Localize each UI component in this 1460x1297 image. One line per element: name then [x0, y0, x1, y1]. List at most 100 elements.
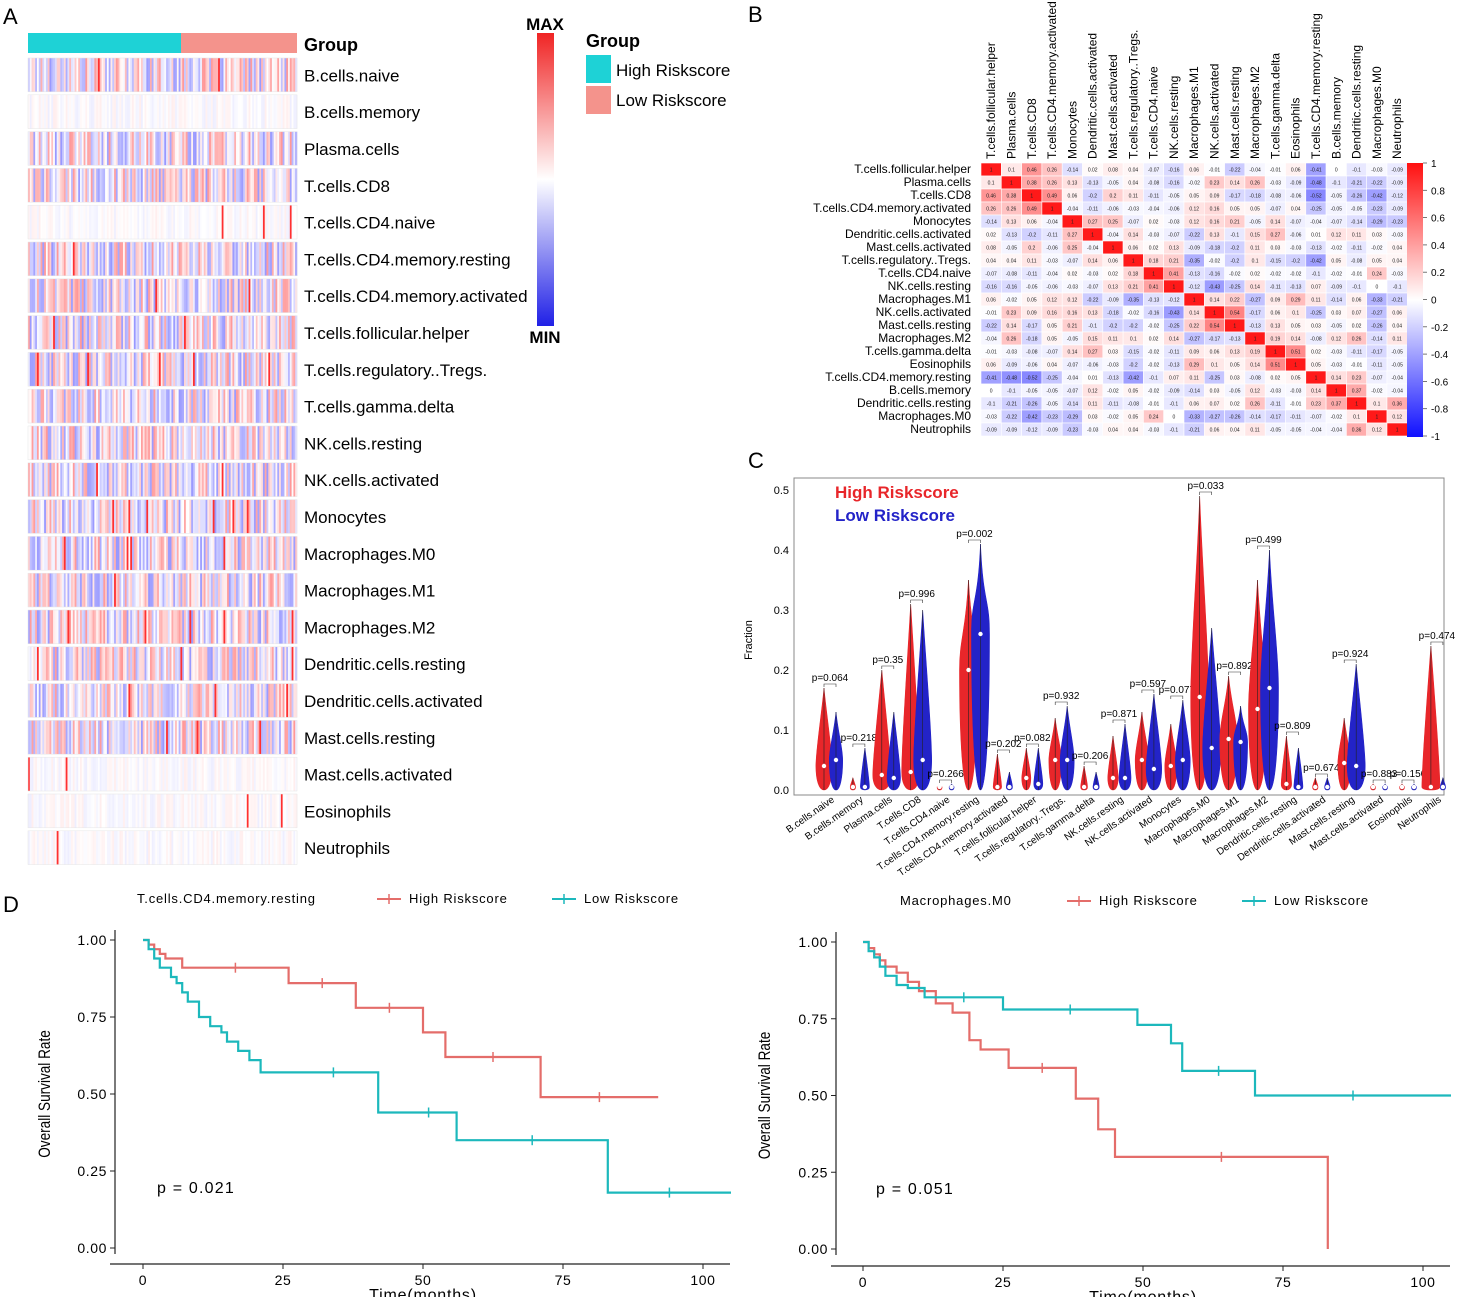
heatmap-cell: [146, 830, 149, 865]
heatmap-cell: [148, 573, 151, 607]
heatmap-cell: [29, 205, 32, 239]
correlation-value: -0.02: [1371, 389, 1383, 395]
heatmap-cell: [29, 830, 32, 865]
heatmap-cell: [180, 131, 183, 166]
heatmap-cell: [252, 794, 255, 828]
heatmap-cell: [212, 646, 215, 681]
heatmap-cell: [88, 242, 92, 276]
heatmap-cell: [289, 426, 292, 460]
heatmap-cell: [117, 573, 120, 607]
heatmap-cell: [139, 646, 142, 681]
heatmap-cell: [230, 94, 233, 129]
heatmap-cell: [47, 646, 50, 681]
heatmap-cell: [244, 610, 248, 644]
heatmap-cell: [74, 646, 77, 681]
heatmap-cell: [277, 683, 280, 718]
correlation-value: -0.2: [1129, 324, 1138, 330]
heatmap-cell: [137, 573, 140, 607]
heatmap-cell: [135, 58, 138, 92]
heatmap-cell: [69, 536, 72, 571]
heatmap-cell: [221, 315, 224, 350]
heatmap-cell: [173, 242, 176, 276]
heatmap-cell: [191, 610, 194, 644]
heatmap-cell: [42, 462, 45, 497]
heatmap-cell: [155, 205, 158, 239]
heatmap-cell: [83, 794, 86, 828]
heatmap-cell: [253, 242, 257, 276]
heatmap-cell: [279, 58, 282, 92]
heatmap-cell: [252, 315, 255, 350]
heatmap-cell: [187, 168, 190, 203]
heatmap-cell: [74, 794, 77, 828]
heatmap-cell: [101, 610, 104, 644]
heatmap-cell: [289, 278, 292, 313]
heatmap-cell: [76, 389, 79, 423]
heatmap-cell: [40, 499, 43, 534]
heatmap-row-outline: [27, 278, 298, 313]
heatmap-cell: [178, 205, 181, 239]
heatmap-cell: [191, 426, 194, 460]
heatmap-cell: [192, 389, 196, 423]
heatmap-cell: [38, 499, 41, 534]
heatmap-cell: [239, 58, 242, 92]
heatmap-cell: [182, 168, 185, 203]
pvalue-bracket: [1112, 719, 1126, 723]
heatmap-cell: [54, 499, 57, 534]
heatmap-cell: [205, 499, 208, 534]
correlation-value: 0.06: [1108, 259, 1118, 265]
heatmap-cell: [99, 757, 102, 791]
heatmap-cell: [264, 462, 267, 497]
heatmap-cell: [96, 94, 99, 129]
heatmap-cell: [266, 168, 269, 203]
heatmap-cell: [71, 720, 74, 755]
heatmap-cell: [212, 94, 215, 129]
heatmap-cell: [140, 426, 144, 460]
heatmap-cell: [203, 830, 206, 865]
heatmap-cell: [175, 462, 178, 497]
heatmap-cell: [232, 168, 235, 203]
heatmap-cell: [87, 94, 90, 129]
heatmap-row-outline: [27, 536, 298, 571]
correlation-row-labels: T.cells.follicular.helperPlasma.cellsT.c…: [813, 162, 971, 436]
heatmap-cell: [157, 830, 160, 865]
heatmap-cell: [223, 352, 226, 387]
heatmap-cell: [270, 131, 273, 166]
heatmap-cell: [71, 315, 74, 350]
heatmap-cell: [139, 573, 142, 607]
heatmap-cell: [185, 573, 188, 607]
heatmap-cell: [123, 315, 126, 350]
heatmap-cell: [128, 205, 131, 239]
heatmap-cell: [262, 610, 266, 644]
correlation-value: 0.11: [1190, 376, 1200, 382]
heatmap-cell: [115, 426, 118, 460]
heatmap-cell: [221, 830, 224, 865]
heatmap-cell: [289, 646, 292, 681]
heatmap-cell: [237, 499, 240, 534]
correlation-value: 0.27: [1271, 233, 1281, 239]
heatmap-cell: [248, 131, 251, 166]
correlation-value: -0.02: [1148, 324, 1160, 330]
heatmap-cell: [216, 720, 219, 755]
heatmap-row-label: B.cells.naive: [304, 66, 399, 85]
heatmap-cell: [227, 131, 230, 166]
correlation-value: 0.08: [1108, 168, 1118, 174]
heatmap-cell: [90, 757, 93, 791]
heatmap-cell: [140, 794, 144, 828]
heatmap-cell: [209, 462, 212, 497]
heatmap-cell: [205, 794, 208, 828]
heatmap-cell: [106, 646, 109, 681]
heatmap-cell: [115, 315, 118, 350]
heatmap-cell: [160, 426, 163, 460]
heatmap-cell: [244, 794, 248, 828]
correlation-value: 0.16: [1210, 220, 1220, 226]
heatmap-cell: [187, 830, 190, 865]
heatmap-cell: [42, 94, 45, 129]
heatmap-cell: [135, 94, 138, 129]
heatmap-cell: [83, 830, 86, 865]
heatmap-cell: [117, 499, 120, 534]
heatmap-cell: [44, 131, 47, 166]
heatmap-cell: [185, 242, 188, 276]
heatmap-cell: [237, 94, 240, 129]
heatmap-cell: [88, 58, 92, 92]
heatmap-cell: [108, 426, 111, 460]
